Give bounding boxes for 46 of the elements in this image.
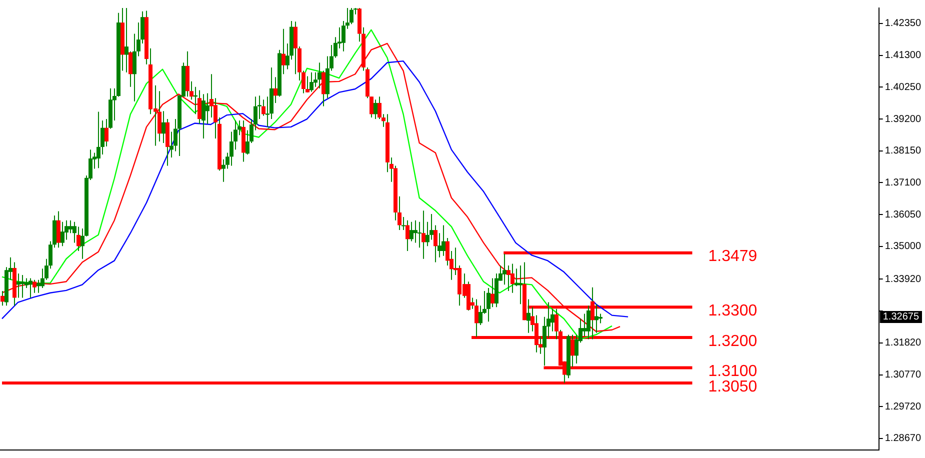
y-tick-label: 1.38150 <box>884 146 922 157</box>
candlestick <box>414 220 418 244</box>
series-label: 1.3479 <box>708 248 758 266</box>
y-tick-label: 1.33920 <box>884 274 922 285</box>
candlestick <box>406 220 410 252</box>
candlestick <box>310 72 314 92</box>
y-tick-label: 1.29720 <box>884 401 922 412</box>
y-tick-label: 1.30770 <box>884 370 922 381</box>
candlestick <box>518 265 522 305</box>
y-tick-label: 1.31820 <box>884 338 922 349</box>
candlestick <box>28 278 32 298</box>
candlestick <box>350 8 354 25</box>
candlestick <box>60 221 64 247</box>
y-tick-label: 1.36050 <box>884 209 922 220</box>
candlestick <box>502 254 506 286</box>
candlestick <box>594 304 598 334</box>
y-tick-label: 1.37100 <box>884 177 922 188</box>
series-label: 1.3050 <box>708 378 758 396</box>
text: 1.32675 <box>882 312 920 323</box>
series-label: 1.3100 <box>708 363 758 380</box>
candlestick <box>510 263 514 294</box>
series-label: 1.3200 <box>708 332 758 350</box>
y-tick-label: 1.41300 <box>884 50 922 62</box>
y-tick-label: 1.39200 <box>884 114 922 125</box>
candlestick <box>16 272 20 298</box>
candlestick <box>374 99 378 120</box>
candlestick <box>96 111 100 169</box>
candlestick <box>68 220 72 234</box>
candlestick <box>32 279 36 294</box>
y-tick-label: 1.28670 <box>884 433 922 444</box>
series-label: 1.3300 <box>708 302 758 320</box>
candlestick <box>318 62 322 89</box>
candlestick <box>162 110 166 144</box>
y-tick-label: 1.42350 <box>884 18 922 30</box>
candlestick <box>410 221 414 242</box>
candlestick <box>526 298 530 334</box>
candlestick <box>490 278 494 308</box>
candlestick <box>56 210 60 248</box>
candlestick <box>202 94 206 139</box>
candlestick <box>36 279 40 294</box>
candlestick <box>20 274 24 298</box>
candlestick <box>582 313 586 337</box>
y-tick-label: 1.40250 <box>884 82 922 93</box>
candlestick <box>422 210 426 260</box>
candlestick <box>442 224 446 256</box>
y-tick-label: 1.35000 <box>884 241 922 252</box>
